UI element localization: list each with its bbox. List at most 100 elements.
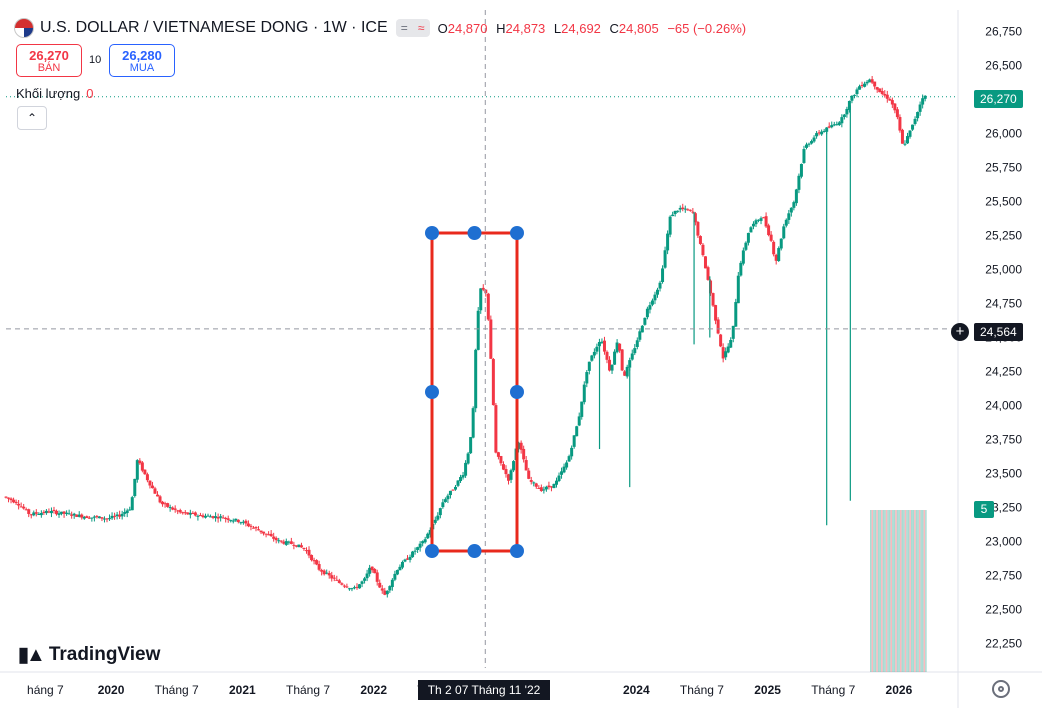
crosshair bbox=[6, 10, 958, 668]
candle-down bbox=[383, 587, 387, 596]
rectangle-handle[interactable] bbox=[425, 544, 439, 558]
candle-body bbox=[587, 361, 591, 371]
candle-up bbox=[229, 519, 233, 523]
rectangle-handle[interactable] bbox=[510, 385, 524, 399]
candle-body bbox=[648, 305, 652, 310]
high-value: 24,873 bbox=[505, 20, 546, 36]
candle-body bbox=[370, 566, 374, 571]
tradingview-logo[interactable]: ▮▲ TradingView bbox=[18, 642, 160, 667]
candle-down bbox=[191, 511, 195, 514]
candle-down bbox=[534, 482, 538, 489]
candle-up bbox=[739, 260, 743, 277]
open-label: O bbox=[437, 20, 448, 36]
candle-up bbox=[724, 347, 728, 361]
volume-bar bbox=[925, 510, 927, 672]
candle-body bbox=[509, 470, 513, 480]
rectangle-handle[interactable] bbox=[467, 544, 482, 558]
candle-up bbox=[804, 142, 808, 150]
time-axis[interactable]: háng 7 2020 Tháng 7 2021 Tháng 7 2022 Tháng 7 2… bbox=[27, 683, 913, 697]
candle-up bbox=[347, 587, 351, 591]
candle-body bbox=[307, 549, 311, 556]
candle-body bbox=[335, 579, 339, 581]
candle-body bbox=[120, 513, 124, 517]
rectangle-handle[interactable] bbox=[425, 385, 439, 399]
candle-down bbox=[193, 511, 197, 517]
candle-up bbox=[779, 238, 783, 251]
candle-down bbox=[317, 560, 321, 572]
candle-body bbox=[668, 216, 672, 235]
candle-up bbox=[426, 532, 430, 539]
candle-up bbox=[90, 517, 94, 522]
buy-price: 26,280 bbox=[122, 48, 162, 63]
rectangle-handle[interactable] bbox=[510, 544, 524, 558]
candle-up bbox=[277, 537, 281, 544]
candle-up bbox=[812, 135, 816, 143]
candle-body bbox=[794, 189, 798, 204]
indicator-visibility-toggle[interactable]: = ≈ bbox=[395, 19, 430, 37]
rectangle-drawing[interactable] bbox=[425, 226, 524, 558]
candle-down bbox=[527, 467, 531, 480]
add-alert-button[interactable]: + bbox=[951, 323, 969, 341]
candle-up bbox=[921, 94, 925, 109]
candle-up bbox=[393, 570, 397, 582]
candle-body bbox=[469, 437, 473, 454]
candle-up bbox=[552, 483, 556, 489]
candle-up bbox=[560, 467, 564, 479]
candle-body bbox=[517, 442, 521, 449]
candle-body bbox=[870, 79, 874, 83]
collapse-legend-button[interactable]: ⌃ bbox=[17, 106, 47, 130]
candle-body bbox=[77, 514, 81, 517]
price-tick-label: 26,750 bbox=[985, 25, 1022, 39]
gear-icon[interactable] bbox=[992, 680, 1010, 698]
candle-up bbox=[168, 504, 172, 512]
candle-down bbox=[719, 333, 723, 348]
rectangle-handle[interactable] bbox=[467, 226, 482, 240]
candle-down bbox=[304, 547, 308, 554]
candle-body bbox=[272, 536, 276, 539]
candle-body bbox=[95, 516, 99, 518]
candle-body bbox=[567, 456, 571, 462]
candle-up bbox=[759, 216, 763, 225]
candle-up bbox=[845, 106, 849, 118]
candle-down bbox=[378, 579, 382, 589]
candle-up bbox=[209, 514, 213, 518]
candle-up bbox=[471, 406, 475, 439]
candle-body bbox=[4, 496, 8, 498]
buy-button[interactable]: 26,280 MUA bbox=[109, 44, 175, 77]
volume-legend[interactable]: Khối lượng 0 bbox=[16, 86, 93, 101]
candle-body bbox=[613, 351, 617, 365]
candle-up bbox=[905, 132, 909, 144]
candle-body bbox=[241, 521, 245, 523]
candle-up bbox=[39, 510, 43, 518]
candle-down bbox=[257, 526, 261, 531]
candle-body bbox=[706, 267, 710, 280]
candle-body bbox=[337, 580, 341, 583]
rectangle-handle[interactable] bbox=[510, 226, 524, 240]
candle-up bbox=[206, 513, 210, 517]
time-tick-label: 2022 bbox=[360, 683, 387, 697]
symbol-title[interactable]: U.S. DOLLAR / VIETNAMESE DONG · 1W · ICE bbox=[40, 19, 388, 36]
candle-down bbox=[251, 525, 255, 529]
candle-down bbox=[893, 103, 897, 114]
candle-body bbox=[24, 509, 28, 511]
candle-body bbox=[150, 485, 154, 489]
time-tick-label: Tháng 7 bbox=[286, 683, 330, 697]
candle-down bbox=[62, 511, 66, 518]
candle-down bbox=[17, 499, 21, 510]
candle-up bbox=[575, 425, 579, 437]
candle-down bbox=[42, 510, 46, 515]
candle-down bbox=[183, 510, 187, 515]
candle-body bbox=[259, 530, 263, 533]
candle-up bbox=[448, 490, 452, 499]
candle-up bbox=[736, 271, 740, 304]
candle-down bbox=[75, 514, 79, 518]
rectangle-handle[interactable] bbox=[425, 226, 439, 240]
candle-body bbox=[908, 130, 912, 137]
close-value: 24,805 bbox=[618, 20, 659, 36]
candle-body bbox=[855, 89, 859, 95]
candle-down bbox=[221, 514, 225, 519]
candle-down bbox=[345, 583, 349, 589]
candle-down bbox=[34, 509, 38, 517]
sell-button[interactable]: 26,270 BÁN bbox=[16, 44, 82, 77]
